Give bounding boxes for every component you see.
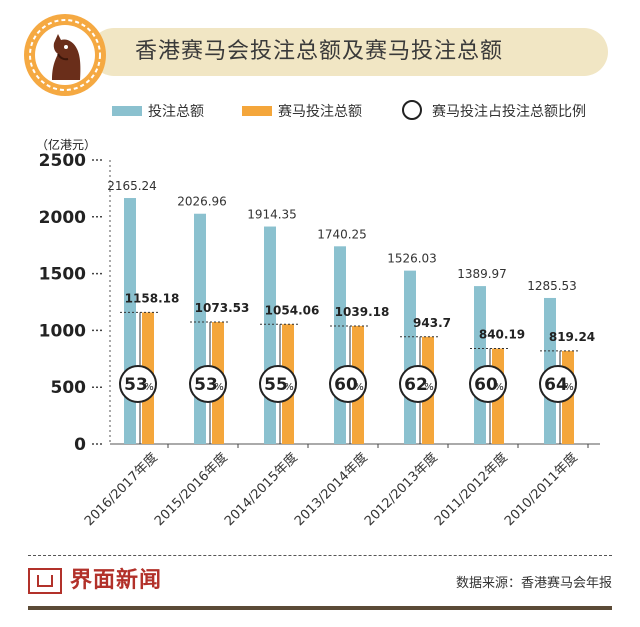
data-label-racing: 840.19 [479,328,525,342]
ratio-circle [469,365,507,403]
legend-label-ratio: 赛马投注占投注总额比例 [432,104,586,120]
footer-divider [28,555,612,556]
bar-total-betting [404,270,416,444]
data-label-racing: 819.24 [549,330,595,344]
ratio-circle [119,365,157,403]
ratio-suffix: % [284,382,294,393]
ratio-circle [189,365,227,403]
bar-total-betting [334,246,346,444]
ratio-value: 60 [474,375,498,395]
horse-head-icon [24,14,106,96]
data-label-total: 1740.25 [317,227,367,241]
ratio-value: 60 [334,375,358,395]
data-label-racing: 1039.18 [335,305,390,319]
ratio-value: 62 [404,375,428,395]
ratio-circle [259,365,297,403]
y-tick-label: 2500 [39,151,86,171]
data-label-total: 1914.35 [247,208,297,222]
title-banner [90,28,608,76]
data-label-total: 2026.96 [177,195,227,209]
logo-text: 界面新闻 [70,568,163,593]
ratio-suffix: % [564,382,574,393]
data-label-total: 1526.03 [387,252,437,266]
ratio-value: 53 [194,375,218,395]
ratio-circle [399,365,437,403]
data-label-racing: 943.7 [413,316,451,330]
y-tick-label: 1000 [39,321,86,341]
bar-chart: 0 500 1000 1500 2000 2500 2165.24 1158.18 53% 201… [39,151,600,530]
bar-total-betting [474,286,486,444]
legend-swatch-total [112,106,142,116]
legend-circle-ratio [402,100,422,120]
ratio-value: 55 [264,375,288,395]
data-label-total: 1389.97 [457,267,507,281]
x-tick-label: 2013/2014年度 [291,450,371,530]
x-tick-label: 2016/2017年度 [81,450,161,530]
x-tick-label: 2014/2015年度 [221,450,301,530]
data-label-total: 2165.24 [107,179,157,193]
legend-label-racing: 赛马投注总额 [278,104,362,120]
ratio-circle [539,365,577,403]
jiemian-logo-icon [28,568,62,594]
legend-swatch-racing [242,106,272,116]
bar-total-betting [124,198,136,444]
data-label-total: 1285.53 [527,279,577,293]
ratio-value: 64 [544,375,568,395]
x-tick-label: 2012/2013年度 [361,450,441,530]
legend-label-total: 投注总额 [148,104,204,120]
bar-total-betting [264,226,276,444]
data-label-racing: 1054.06 [265,303,320,317]
ratio-suffix: % [424,382,434,393]
y-tick-label: 500 [51,378,87,398]
y-tick-label: 1500 [39,265,86,285]
x-tick-label: 2011/2012年度 [431,450,511,530]
ratio-suffix: % [144,382,154,393]
data-source: 数据来源：香港赛马会年报 [455,576,612,591]
data-label-racing: 1073.53 [195,301,250,315]
y-tick-label: 0 [74,435,86,455]
ratio-value: 53 [124,375,148,395]
y-axis-unit-label: （亿港元） [36,138,97,152]
data-label-racing: 1158.18 [125,291,180,305]
ratio-suffix: % [214,382,224,393]
ratio-suffix: % [354,382,364,393]
ratio-circle [329,365,367,403]
ratio-suffix: % [494,382,504,393]
y-tick-label: 2000 [39,208,86,228]
x-tick-label: 2010/2011年度 [501,450,581,530]
x-tick-label: 2015/2016年度 [151,450,231,530]
page-title: 香港赛马会投注总额及赛马投注总额 [135,39,504,64]
bar-total-betting [194,213,206,444]
footer-bar [28,606,612,610]
